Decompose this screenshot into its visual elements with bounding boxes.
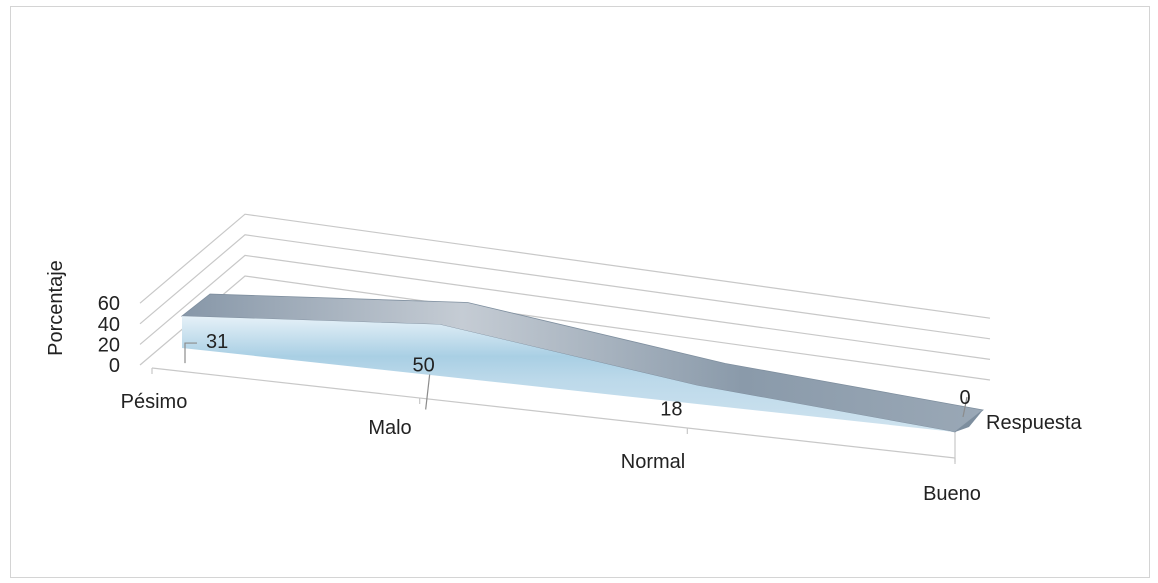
data-label-leader — [184, 342, 197, 364]
data-label: 31 — [206, 331, 228, 353]
gridline — [139, 234, 991, 340]
chart-frame — [10, 6, 1150, 578]
gridline — [139, 213, 991, 319]
data-label-leader — [962, 396, 968, 418]
y-tick-label: 0 — [109, 355, 120, 377]
gridline — [139, 254, 991, 360]
y-axis-title: Porcentaje — [45, 260, 67, 356]
x-tick-label: Normal — [621, 451, 685, 473]
y-tick-label: 40 — [98, 314, 120, 336]
labels: 31 50 18 0 Pésimo Malo Normal Bueno — [121, 331, 981, 505]
area-series — [180, 293, 984, 433]
x-tick-label: Bueno — [923, 483, 981, 505]
series-axis-label: Respuesta — [986, 412, 1082, 434]
x-axis-line — [151, 367, 956, 459]
x-tick-label: Pésimo — [121, 391, 188, 413]
area-end-face — [955, 410, 983, 432]
x-tick-label: Malo — [368, 417, 411, 439]
area-front-face — [182, 316, 955, 432]
data-label: 18 — [660, 398, 682, 420]
y-tick-label: 20 — [98, 334, 120, 356]
data-label-leader — [425, 374, 431, 410]
y-tick-label: 60 — [98, 293, 120, 315]
data-label: 0 — [959, 387, 970, 409]
gridline — [139, 275, 991, 381]
data-label: 50 — [413, 355, 435, 377]
